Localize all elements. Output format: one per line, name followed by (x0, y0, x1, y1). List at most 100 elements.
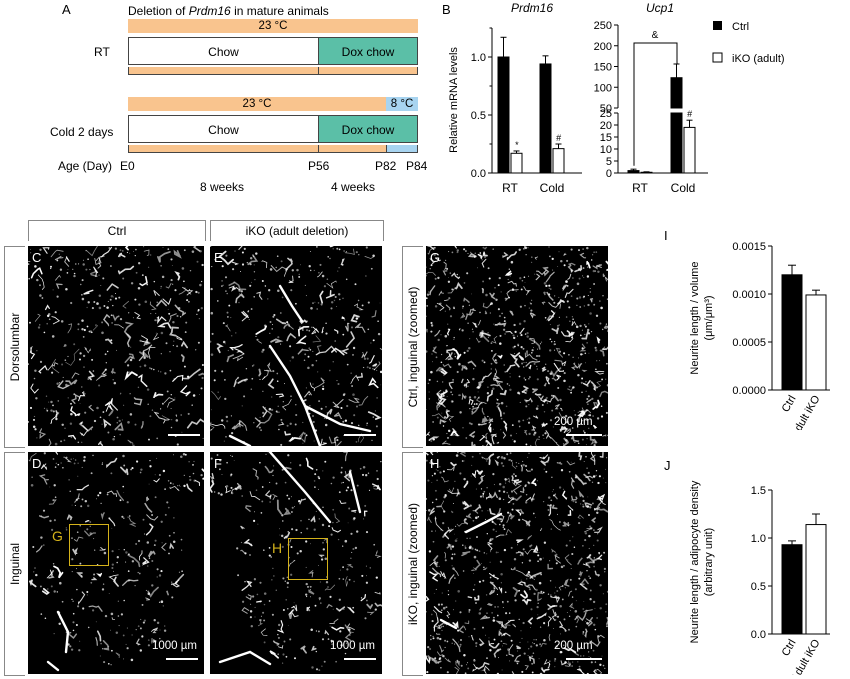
ucp1-bracket (633, 42, 678, 166)
panel-i-chart: Neurite length / volume (μm/μm³) 0.0000 0.0… (689, 241, 830, 430)
ucp1-ytick-label: 5 (606, 156, 612, 168)
scale-label-g: 200 µm (554, 416, 593, 428)
bar-I (805, 294, 827, 391)
tick-label-p82: P82 (375, 159, 397, 173)
category-label-J: Ctrl (780, 638, 799, 659)
ucp1-category-label: RT (632, 181, 648, 195)
prdm16-annotation: * (515, 140, 519, 150)
micrograph-g: G 200 µm (426, 246, 608, 446)
ucp1-ytick-label: 15 (600, 132, 612, 144)
prdm16-ytick-label: 0.5 (471, 110, 486, 122)
ucp1-ytick-label: 25 (600, 108, 612, 120)
nerve-fiber-texture (426, 452, 608, 674)
legend-iko: iKO (adult) (732, 53, 785, 65)
temp-bar-rt: 23 °C (128, 19, 418, 33)
ucp1-ytick-label: 250 (594, 20, 612, 32)
ytick-label-I: 0.0000 (732, 385, 766, 397)
panel-letter-d: D (32, 456, 42, 471)
prdm16-ytick-label: 0.0 (471, 168, 486, 180)
ucp1-bar (640, 171, 653, 174)
col-header-ctrl: Ctrl (28, 220, 206, 241)
panel-letter-i: I (664, 228, 668, 243)
ucp1-ytick-label: 200 (594, 41, 612, 53)
micrograph-g-image (426, 246, 608, 446)
panel-letter-b: B (442, 2, 451, 17)
prdm16-bar (539, 63, 552, 174)
scale-label-h: 200 µm (554, 640, 593, 652)
row-header-inguinal-text: Inguinal (8, 542, 22, 586)
ytick-label-J: 0.5 (751, 581, 766, 593)
panel-letter-g: G (430, 250, 441, 265)
row-label-rt: RT (94, 45, 110, 59)
prdm16-ytick-label: 1.0 (471, 52, 486, 64)
legend-swatch-ctrl (713, 21, 722, 30)
ucp1-category-label: Cold (671, 181, 696, 195)
prdm16-annotation: # (556, 133, 562, 143)
age-label: Age (Day) (58, 159, 113, 173)
prdm16-bar (552, 148, 565, 174)
row-header-inguinal: Inguinal (4, 452, 25, 676)
ucp1-ytick-label: 50 (600, 103, 612, 115)
tick-label-p56: P56 (308, 159, 330, 173)
ylabel-unit-J: (arbitrary unit) (703, 528, 715, 596)
panel-letter-f: F (214, 456, 222, 471)
scale-bar-h (566, 658, 602, 660)
ucp1-bar-lower (670, 112, 683, 174)
micrograph-f-image (210, 452, 382, 672)
row-header-dorsolumbar-text: Dorsolumbar (8, 312, 22, 382)
micrograph-c: C (28, 246, 204, 446)
ucp1-ytick-label: 150 (594, 62, 612, 74)
scale-label-f: 1000 µm (330, 640, 375, 652)
ucp1-bar (627, 170, 640, 174)
ucp1-title: Ucp1 (646, 1, 674, 15)
bar-J (781, 544, 803, 635)
ucp1-bar (683, 126, 696, 174)
chow-box-cold: Chow (128, 115, 319, 143)
bar-I (781, 274, 803, 391)
panel-letter-c: C (32, 250, 42, 265)
bar-J (805, 524, 827, 635)
col-header-iko: iKO (adult deletion) (210, 220, 384, 241)
dox-box-rt: Dox chow (318, 37, 418, 65)
timeline-rt (128, 67, 418, 75)
nerve-fiber-texture (210, 246, 382, 446)
panel-letter-j: J (664, 458, 671, 473)
temp-bar-cold-warm: 23 °C (128, 97, 386, 111)
roi-box-h (288, 538, 328, 580)
prdm16-bar (497, 56, 510, 174)
panel-letter-e: E (214, 250, 223, 265)
prdm16-bar (510, 152, 523, 174)
row-label-cold: Cold 2 days (50, 125, 114, 139)
scale-bar-d (166, 658, 198, 660)
scale-bar-g (566, 434, 602, 436)
micrograph-f: F H 1000 µm (210, 452, 382, 674)
prdm16-title: Prdm16 (511, 1, 553, 15)
title-suffix: in mature animals (230, 4, 329, 18)
ytick-label-J: 1.5 (751, 485, 766, 497)
chow-box-rt: Chow (128, 37, 319, 65)
roi-label-g: G (52, 528, 63, 544)
micrograph-h: H 200 µm (426, 452, 608, 674)
title-prefix: Deletion of (128, 4, 189, 18)
side-label-g: Ctrl, inguinal (zoomed) (402, 246, 423, 448)
side-label-g-text: Ctrl, inguinal (zoomed) (406, 286, 420, 408)
timeline-cold-warm (128, 145, 386, 153)
ytick-label-I: 0.0005 (732, 337, 766, 349)
row-header-dorsolumbar: Dorsolumbar (4, 246, 25, 448)
ylabel-J: Neurite length / adipocyte density (689, 480, 701, 643)
roi-box-g (69, 524, 109, 566)
panel-a-title: Deletion of Prdm16 in mature animals (128, 4, 329, 18)
micrograph-d-image (28, 452, 204, 672)
legend-ctrl: Ctrl (732, 21, 749, 33)
ylabel-I: Neurite length / volume (689, 261, 701, 374)
tick-label-p84: P84 (406, 159, 428, 173)
side-label-h-text: iKO, inguinal (zoomed) (406, 502, 420, 626)
tick-cold-p82 (386, 145, 387, 153)
prdm16-category-label: Cold (540, 181, 565, 195)
panel-j-chart: Neurite length / adipocyte density (arbit… (689, 480, 830, 675)
tick-cold-p56 (318, 145, 319, 153)
prdm16-chart: Prdm16 0.0 0.5 1.0 RT * Cold # (471, 1, 582, 195)
ytick-label-I: 0.0015 (732, 241, 766, 253)
ucp1-ytick-label: 20 (600, 120, 612, 132)
